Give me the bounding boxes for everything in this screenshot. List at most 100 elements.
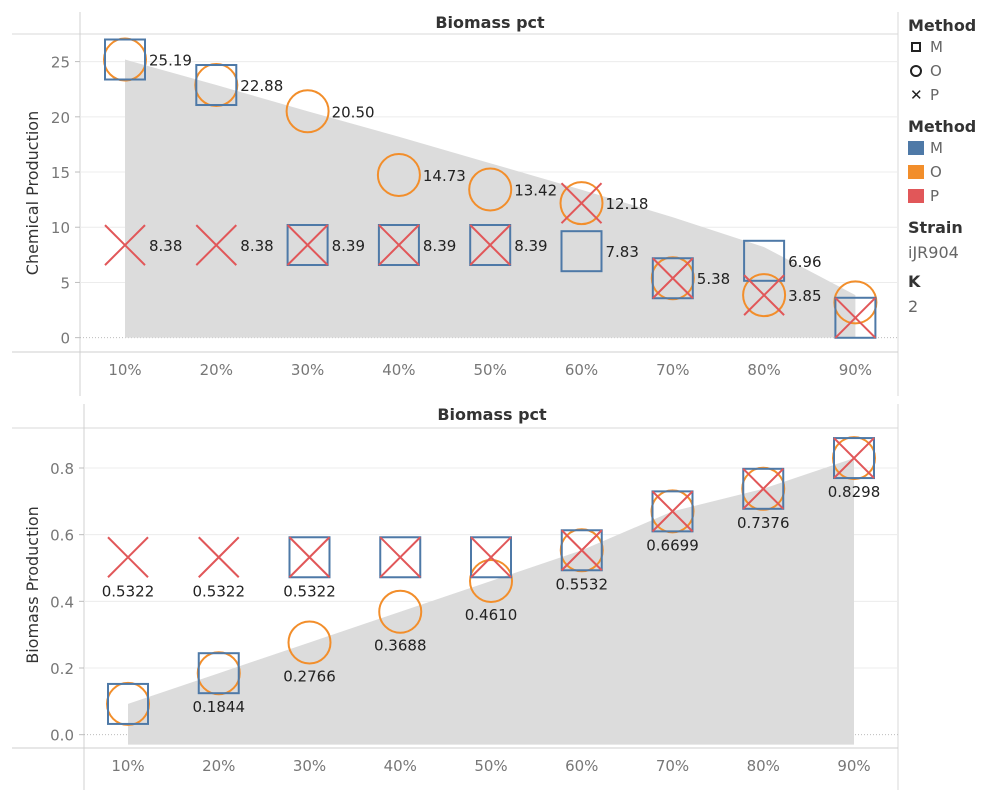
data-label: 25.19 — [149, 52, 192, 70]
data-label: 13.42 — [514, 181, 557, 199]
data-label: 8.39 — [423, 237, 456, 255]
marker-m — [104, 38, 146, 81]
marker-m — [379, 536, 422, 579]
y-tick-label: 0.4 — [50, 593, 74, 611]
color-legend-label: P — [930, 187, 940, 205]
marker-p-stroke — [652, 257, 694, 299]
range-band — [125, 59, 856, 338]
marker-p — [195, 224, 238, 266]
marker-p — [652, 257, 694, 299]
color-legend-item-p[interactable]: P — [908, 184, 998, 208]
marker-m — [195, 64, 238, 107]
data-label: 0.8298 — [828, 483, 881, 501]
shape-legend-title: Method — [908, 16, 977, 35]
marker-p — [561, 529, 603, 571]
chemical-production-panel: Biomass pct Chemical Production 0 5 10 15 20… — [12, 12, 899, 396]
marker-p-stroke — [742, 468, 784, 510]
y-tick-label: 20 — [51, 109, 70, 127]
data-label: 8.39 — [514, 237, 547, 255]
x-category-label: 90% — [839, 361, 872, 379]
marker-m — [560, 529, 603, 572]
marker-m — [286, 224, 329, 267]
x-category-label: 30% — [291, 361, 324, 379]
marker-p — [469, 224, 511, 266]
marker-p — [470, 536, 512, 578]
marker-m — [560, 230, 603, 273]
marker-p — [286, 224, 329, 266]
data-label: 0.7376 — [737, 514, 790, 532]
marker-p-stroke — [104, 224, 146, 266]
x-category-label: 20% — [202, 757, 235, 775]
data-label: 0.2766 — [283, 667, 336, 685]
y-tick-label: 25 — [51, 54, 70, 72]
marker-p-stroke — [198, 536, 240, 578]
data-label: 12.18 — [606, 195, 649, 213]
circle-icon — [910, 65, 922, 77]
y-tick-label: 0 — [60, 330, 70, 348]
marker-p — [742, 468, 784, 510]
x-category-label: 10% — [111, 757, 144, 775]
color-swatch-m — [908, 141, 924, 155]
legend: Method M O ✕ P Method M O P Strain iJR90… — [908, 12, 998, 316]
marker-m — [469, 224, 512, 267]
marker-o — [376, 153, 421, 198]
y-tick-label: 0.2 — [50, 660, 74, 678]
marker-p — [560, 182, 603, 224]
marker-p — [104, 224, 146, 266]
x-category-label: 40% — [382, 361, 415, 379]
marker-m — [651, 490, 694, 533]
y-tick-label: 10 — [51, 219, 70, 237]
x-category-label: 50% — [474, 361, 507, 379]
marker-p-stroke — [470, 536, 512, 578]
top-chart-title: Biomass pct — [435, 13, 545, 32]
data-label: 0.4610 — [465, 606, 518, 624]
bottom-chart-title: Biomass pct — [437, 405, 547, 424]
x-category-label: 10% — [108, 361, 141, 379]
x-category-label: 60% — [565, 361, 598, 379]
marker-o — [378, 589, 423, 634]
bottom-y-axis-label: Biomass Production — [23, 506, 42, 663]
data-label: 6.96 — [788, 253, 821, 271]
marker-o — [468, 167, 513, 212]
marker-p-stroke — [743, 274, 785, 316]
marker-p — [743, 274, 785, 316]
square-icon — [911, 42, 921, 52]
color-legend-item-o[interactable]: O — [908, 160, 998, 184]
shape-legend-item-o[interactable]: O — [908, 59, 998, 83]
marker-m — [377, 224, 420, 267]
data-label: 0.6699 — [646, 536, 699, 554]
shape-legend-item-m[interactable]: M — [908, 35, 998, 59]
marker-p — [378, 224, 420, 266]
color-legend-title: Method — [908, 117, 977, 136]
x-category-label: 60% — [565, 757, 598, 775]
data-label: 8.38 — [149, 237, 182, 255]
marker-p-stroke — [378, 224, 420, 266]
marker-p-stroke — [107, 536, 149, 578]
strain-value: iJR904 — [908, 243, 959, 262]
marker-o — [559, 181, 604, 226]
marker-p-stroke — [379, 536, 421, 578]
marker-p-stroke — [561, 529, 603, 571]
data-label: 8.39 — [332, 237, 365, 255]
y-tick-label: 15 — [51, 164, 70, 182]
x-category-label: 70% — [656, 757, 689, 775]
biomass-production-panel: Biomass pct Biomass Production 0.0 0.2 0.4… — [12, 404, 899, 790]
marker-p — [834, 297, 877, 339]
data-label: 0.5322 — [193, 582, 246, 600]
marker-o — [742, 273, 787, 318]
shape-legend-item-p[interactable]: ✕ P — [908, 83, 998, 107]
marker-p — [651, 490, 694, 533]
color-legend-item-m[interactable]: M — [908, 136, 998, 160]
data-label: 0.5322 — [283, 582, 336, 600]
x-category-label: 80% — [747, 361, 780, 379]
marker-o — [285, 89, 330, 134]
marker-m — [834, 296, 877, 339]
x-category-label: 20% — [200, 361, 233, 379]
marker-p — [379, 536, 421, 578]
x-category-label: 30% — [293, 757, 326, 775]
data-label: 0.5322 — [102, 582, 155, 600]
data-label: 14.73 — [423, 167, 466, 185]
data-label: 22.88 — [240, 77, 283, 95]
marker-m — [742, 467, 785, 510]
